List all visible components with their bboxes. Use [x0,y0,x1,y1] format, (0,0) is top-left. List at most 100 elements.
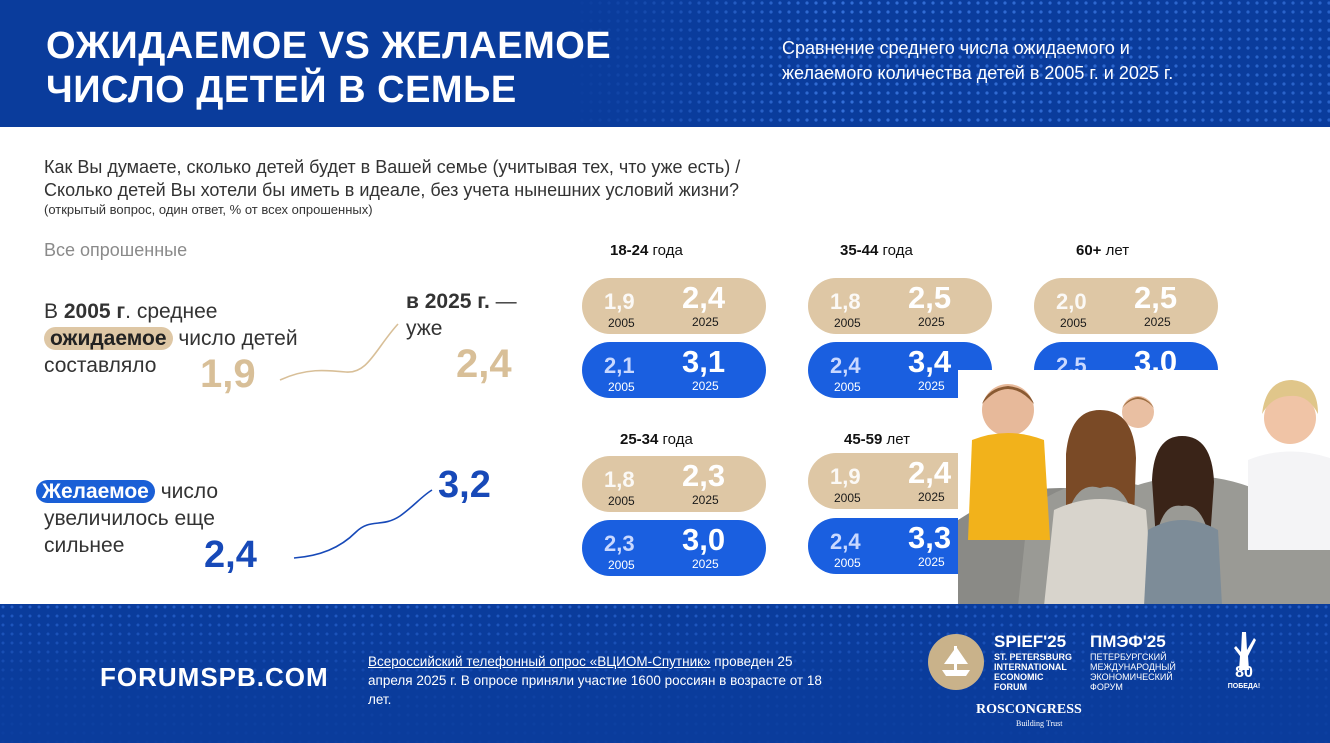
title-line1: ОЖИДАЕМОЕ VS ЖЕЛАЕМОЕ [46,25,612,67]
age-range: 35-44 [840,242,879,259]
age-unit: лет [882,431,911,448]
survey-source-link[interactable]: Всероссийский телефонный опрос «ВЦИОМ-Сп… [368,654,711,669]
value-2025: 2,4 [908,455,952,490]
age-range: 45-59 [844,431,883,448]
spief-sub-line: ECONOMIC [994,672,1044,682]
pmef-logo-text: ПМЭФ'25 [1090,632,1166,651]
value-2005: 1,8 [830,289,861,314]
expected-pill: 2,0 2,5 2005 2025 [1034,278,1218,334]
subtitle-line2: желаемого количества детей в 2005 г. и 2… [782,63,1174,83]
age-unit: года [878,242,913,259]
subtitle-line1: Сравнение среднего числа ожидаемого и [782,38,1130,58]
expected-year: 2005 г [63,300,126,323]
year-2025-label: 2025 [918,490,945,504]
expected-trend-curve [279,323,399,381]
value-2025: 3,4 [908,344,952,379]
victory-word: ПОБЕДА! [1227,683,1261,690]
expected-after-highlight: число детей [172,327,298,350]
expected-2025-dash: — [489,290,517,313]
page-subtitle: Сравнение среднего числа ожидаемого и же… [782,36,1173,86]
title-line2: ЧИСЛО ДЕТЕЙ В СЕМЬЕ [46,69,517,111]
value-2005: 2,1 [604,353,635,378]
question-note: (открытый вопрос, один ответ, % от всех … [44,202,373,217]
age-unit: года [658,431,693,448]
value-2005: 1,8 [604,467,635,492]
year-2025-label: 2025 [692,315,719,329]
victory-80-badge: 80 ПОБЕДА! [1222,664,1266,694]
age-unit: лет [1101,242,1130,259]
age-group-label: 45-59 лет [844,431,910,448]
age-range: 25-34 [620,431,659,448]
value-2005: 1,9 [830,464,861,489]
victory-number: 80 [1235,664,1253,681]
year-2025-label: 2025 [918,315,945,329]
victory-monument-icon [1234,632,1256,670]
expected-pill: 1,9 2,4 2005 2025 [808,453,992,509]
desired-pill: 2,1 3,1 2005 2025 [582,342,766,398]
value-2005: 1,9 [604,289,635,314]
age-group-label: 35-44 года [840,242,913,259]
value-2005: 2,4 [830,529,861,554]
roscongress-logo: ROSCONGRESS [976,702,1082,717]
pmef-sub-line: ФОРУМ [1090,682,1123,692]
desired-after-highlight: число [154,480,219,503]
spief-seal-logo [928,634,984,690]
dots-pattern [570,0,1330,127]
value-2025: 2,4 [682,280,726,315]
year-2005-label: 2005 [834,316,861,330]
expected-value-2025: 2,4 [456,342,512,386]
pmef-subtitle: ПЕТЕРБУРГСКИЙ МЕЖДУНАРОДНЫЙ ЭКОНОМИЧЕСКИ… [1090,652,1176,692]
pmef-sub-line: МЕЖДУНАРОДНЫЙ [1090,662,1176,672]
desired-trend-curve [293,489,433,559]
year-2025-label: 2025 [918,379,945,393]
expected-post: . среднее [125,300,218,323]
survey-question: Как Вы думаете, сколько детей будет в Ва… [44,156,740,202]
desired-line2: увеличилось еще [44,507,215,530]
value-2005: 2,0 [1056,289,1087,314]
desired-line3: сильнее [44,534,125,557]
building-trust-tagline: Building Trust [1016,719,1063,728]
year-2005-label: 2005 [834,380,861,394]
age-group-label: 25-34 года [620,431,693,448]
expected-pill: 1,8 2,3 2005 2025 [582,456,766,512]
pmef-sub-line: ЭКОНОМИЧЕСКИЙ [1090,672,1173,682]
year-2005-label: 2005 [834,556,861,570]
desired-pill: 2,3 3,0 2005 2025 [582,520,766,576]
spief-sub-line: FORUM [994,682,1027,692]
desired-value-2005: 2,4 [204,534,257,576]
year-2005-label: 2005 [1060,316,1087,330]
value-2005: 2,3 [604,531,635,556]
expected-highlight: ожидаемое [44,327,173,350]
header-banner: ОЖИДАЕМОЕ VS ЖЕЛАЕМОЕ ЧИСЛО ДЕТЕЙ В СЕМЬ… [0,0,1330,127]
survey-source-rest: проведен 25 апреля 2025 г. В опросе прин… [368,654,822,707]
desired-highlight: Желаемое [36,480,155,503]
value-2025: 2,5 [1134,280,1178,315]
value-2025: 3,1 [682,344,726,379]
year-2025-label: 2025 [918,555,945,569]
age-group-label: 60+ лет [1076,242,1129,259]
all-respondents-label: Все опрошенные [44,240,188,260]
value-2025: 2,3 [682,458,726,493]
survey-source-note: Всероссийский телефонный опрос «ВЦИОМ-Сп… [368,652,838,709]
expected-value-2005: 1,9 [200,352,256,396]
spief-sub-line: INTERNATIONAL [994,662,1067,672]
expected-pill: 1,9 2,4 2005 2025 [582,278,766,334]
year-2025-label: 2025 [692,379,719,393]
forum-site-link[interactable]: FORUMSPB.COM [100,662,329,692]
desired-description: Желаемое число увеличилось еще сильнее [36,478,296,559]
page-title: ОЖИДАЕМОЕ VS ЖЕЛАЕМОЕ ЧИСЛО ДЕТЕЙ В СЕМЬ… [46,24,611,112]
spief-logo-text: SPIEF'25 [994,632,1067,651]
expected-2025-line2: уже [406,317,443,340]
expected-2025-bold: в 2025 г. [406,290,490,313]
year-2005-label: 2005 [834,491,861,505]
expected-pill: 1,8 2,5 2005 2025 [808,278,992,334]
year-2005-label: 2005 [608,380,635,394]
desired-value-2025: 3,2 [438,464,491,506]
year-2005-label: 2005 [608,558,635,572]
value-2025: 3,3 [908,520,952,555]
age-range: 18-24 [610,242,649,259]
pmef-sub-line: ПЕТЕРБУРГСКИЙ [1090,652,1167,662]
question-line1: Как Вы думаете, сколько детей будет в Ва… [44,157,741,177]
spief-sub-line: ST. PETERSBURG [994,652,1073,662]
year-2005-label: 2005 [608,494,635,508]
